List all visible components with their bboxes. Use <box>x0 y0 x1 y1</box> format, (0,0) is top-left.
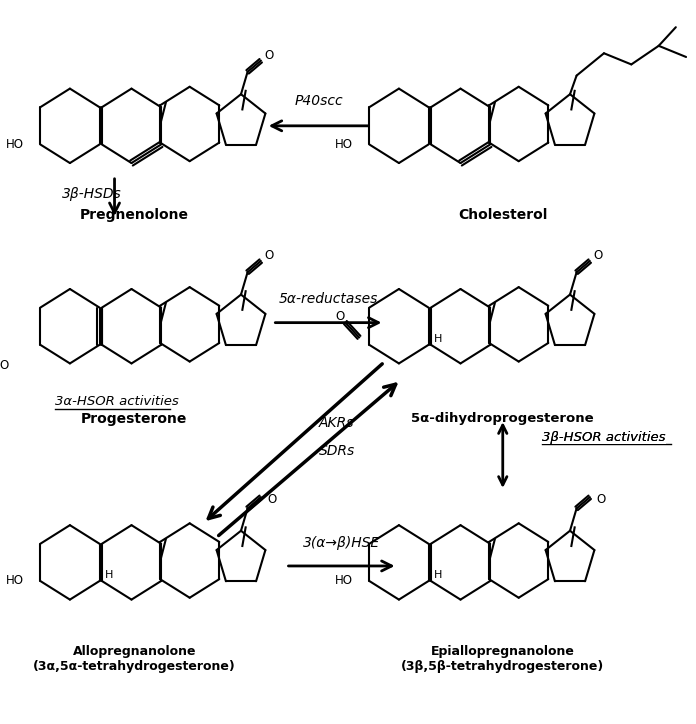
Text: O: O <box>267 492 276 505</box>
Text: Epiallopregnanolone
(3β,5β-tetrahydrogesterone): Epiallopregnanolone (3β,5β-tetrahydroges… <box>401 644 604 673</box>
Text: HO: HO <box>335 575 353 587</box>
Text: HO: HO <box>6 138 24 151</box>
Text: SDRs: SDRs <box>319 445 355 458</box>
Text: P40scc: P40scc <box>294 94 343 108</box>
Text: HO: HO <box>335 138 353 151</box>
Text: O: O <box>0 359 9 372</box>
Text: Allopregnanolone
(3α,5α-tetrahydrogesterone): Allopregnanolone (3α,5α-tetrahydrogester… <box>33 644 236 673</box>
Text: 3β-HSOR activities: 3β-HSOR activities <box>542 431 666 444</box>
Text: O: O <box>335 311 345 324</box>
Text: 3α-HSOR activities: 3α-HSOR activities <box>55 395 179 408</box>
Text: 3β-HSOR activities: 3β-HSOR activities <box>542 431 666 444</box>
Text: 5α-reductases: 5α-reductases <box>278 292 378 306</box>
Text: H: H <box>434 334 442 344</box>
Text: 3β-HSDs: 3β-HSDs <box>62 187 122 201</box>
Text: AKRs: AKRs <box>319 416 354 430</box>
Text: O: O <box>264 49 274 62</box>
Text: 5α-dihydroprogesterone: 5α-dihydroprogesterone <box>411 412 594 425</box>
Text: Cholesterol: Cholesterol <box>458 208 548 222</box>
Text: O: O <box>264 249 274 262</box>
Text: Progesterone: Progesterone <box>81 412 187 426</box>
Text: HO: HO <box>6 575 24 587</box>
Text: H: H <box>434 570 442 580</box>
Text: O: O <box>593 249 602 262</box>
Text: O: O <box>596 492 606 505</box>
Text: H: H <box>105 570 113 580</box>
Text: Pregnenolone: Pregnenolone <box>80 208 189 222</box>
Text: 3(α→β)HSE: 3(α→β)HSE <box>303 536 380 550</box>
